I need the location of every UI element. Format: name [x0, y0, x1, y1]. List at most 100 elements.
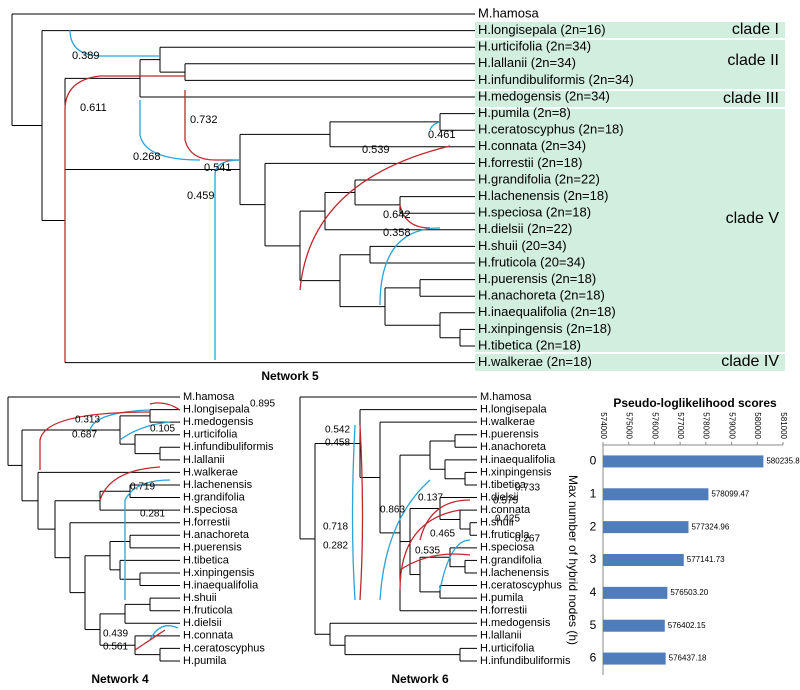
inheritance-label: 0.733: [515, 483, 540, 494]
reticulation: [399, 509, 461, 591]
taxon-label: H.urticifolia: [183, 429, 238, 441]
taxon-label: H.anachoreta: [480, 441, 547, 453]
taxon-label: H.lallanii (2n=34): [478, 55, 576, 70]
inheritance-label: 0.561: [103, 642, 128, 653]
taxon-label: H.longisepala (2n=16): [478, 22, 606, 37]
bar: [603, 488, 709, 501]
inheritance-label: 0.267: [515, 534, 540, 545]
value-label: 576503.20: [670, 588, 708, 597]
clade-box: [475, 40, 785, 89]
taxon-label: H.infundibuliformis: [480, 655, 571, 667]
taxon-label: H.anachoreta: [183, 529, 250, 541]
taxon-label: H.infundibuliformis: [183, 441, 274, 453]
value-label: 578099.47: [711, 489, 749, 498]
inheritance-label: 0.389: [72, 50, 100, 62]
reticulation: [64, 75, 185, 362]
x-tick-label: 574000: [599, 412, 608, 439]
taxon-label: M.hamosa: [478, 5, 539, 20]
reticulation: [399, 553, 471, 571]
inheritance-label: 0.542: [325, 425, 350, 436]
value-label: 576402.15: [668, 621, 706, 630]
inheritance-label: 0.458: [325, 438, 350, 449]
bar: [603, 455, 764, 468]
inheritance-label: 0.535: [415, 546, 440, 557]
taxon-label: H.walkerae (2n=18): [478, 354, 592, 369]
y-tick-label: 6: [590, 651, 597, 665]
taxon-label: H.ceratoscyphus: [480, 579, 562, 591]
reticulation: [139, 100, 201, 161]
clade-box: [475, 22, 785, 38]
taxon-label: H.dielsii (2n=22): [478, 221, 572, 236]
inheritance-label: 0.611: [80, 102, 107, 114]
taxon-label: H.puerensis: [480, 429, 539, 441]
inheritance-label: 0.439: [103, 629, 128, 640]
reticulation: [359, 424, 364, 601]
taxon-label: H.forrestii: [183, 517, 230, 529]
taxon-label: H.lachenensis: [480, 567, 550, 579]
taxon-label: H.pumila: [183, 655, 227, 667]
taxon-label: H.inaequalifolia (2n=18): [478, 304, 616, 319]
y-tick-label: 5: [590, 618, 597, 632]
taxon-label: H.speciosa: [183, 504, 238, 516]
network-title: Network 4: [91, 672, 149, 686]
reticulation: [379, 227, 441, 306]
taxon-label: H.shuii: [183, 592, 217, 604]
reticulation: [69, 29, 160, 57]
taxon-label: H.lachenensis: [183, 479, 253, 491]
taxon-label: H.pumila (2n=8): [478, 105, 571, 120]
x-tick-label: 577000: [676, 412, 685, 439]
inheritance-label: 0.541: [204, 162, 232, 174]
taxon-label: H.walkerae: [480, 416, 535, 428]
taxon-label: H.speciosa (2n=18): [478, 205, 591, 220]
taxon-label: H.grandifolia: [183, 491, 246, 503]
inheritance-label: 0.425: [495, 514, 520, 525]
bar: [603, 619, 665, 632]
taxon-label: H.infundibuliformis (2n=34): [478, 72, 634, 87]
inheritance-label: 0.575: [493, 496, 518, 507]
taxon-label: H.fruticola (20=34): [478, 254, 585, 269]
taxon-label: H.walkerae: [183, 466, 238, 478]
taxon-label: H.lachenensis (2n=18): [478, 188, 608, 203]
taxon-label: H.forrestii: [480, 605, 527, 617]
x-tick-label: 579000: [727, 412, 736, 439]
value-label: 577324.96: [691, 522, 729, 531]
inheritance-label: 0.719: [130, 482, 155, 493]
inheritance-label: 0.642: [383, 209, 411, 221]
reticulation: [149, 625, 179, 641]
value-label: 580235.88: [766, 457, 800, 466]
clade-label: clade IV: [721, 353, 779, 370]
taxon-label: M.hamosa: [480, 391, 532, 403]
inheritance-label: 0.358: [383, 227, 411, 239]
taxon-label: H.inaequalifolia: [480, 454, 556, 466]
x-tick-label: 578000: [702, 412, 711, 439]
taxon-label: H.speciosa: [480, 542, 535, 554]
reticulation: [89, 409, 151, 431]
y-tick-label: 2: [590, 519, 597, 533]
inheritance-label: 0.539: [362, 144, 390, 156]
taxon-label: H.medogensis (2n=34): [478, 88, 610, 103]
taxon-label: H.forrestii (2n=18): [478, 155, 582, 170]
inheritance-label: 0.687: [72, 430, 97, 441]
inheritance-label: 0.105: [150, 424, 175, 435]
network-title: Network 6: [391, 672, 449, 686]
taxon-label: H.dielsii: [183, 617, 222, 629]
reticulation: [429, 121, 441, 131]
taxon-label: H.connata: [183, 630, 234, 642]
clade-box: [475, 354, 785, 371]
y-tick-label: 4: [590, 585, 597, 599]
taxon-label: H.connata: [480, 504, 531, 516]
bar: [603, 652, 666, 665]
bar: [603, 586, 668, 599]
reticulation: [299, 145, 451, 291]
taxon-label: H.xinpingensis: [480, 466, 552, 478]
clade-label: clade V: [726, 210, 780, 227]
reticulation: [149, 402, 181, 411]
clade-box: [475, 91, 785, 107]
reticulation: [399, 204, 431, 229]
clade-label: clade III: [723, 90, 779, 107]
inheritance-label: 0.313: [75, 415, 100, 426]
taxon-label: H.shuii: [480, 517, 514, 529]
taxon-label: H.puerensis: [183, 542, 242, 554]
taxon-label: H.urticifolia: [480, 642, 535, 654]
